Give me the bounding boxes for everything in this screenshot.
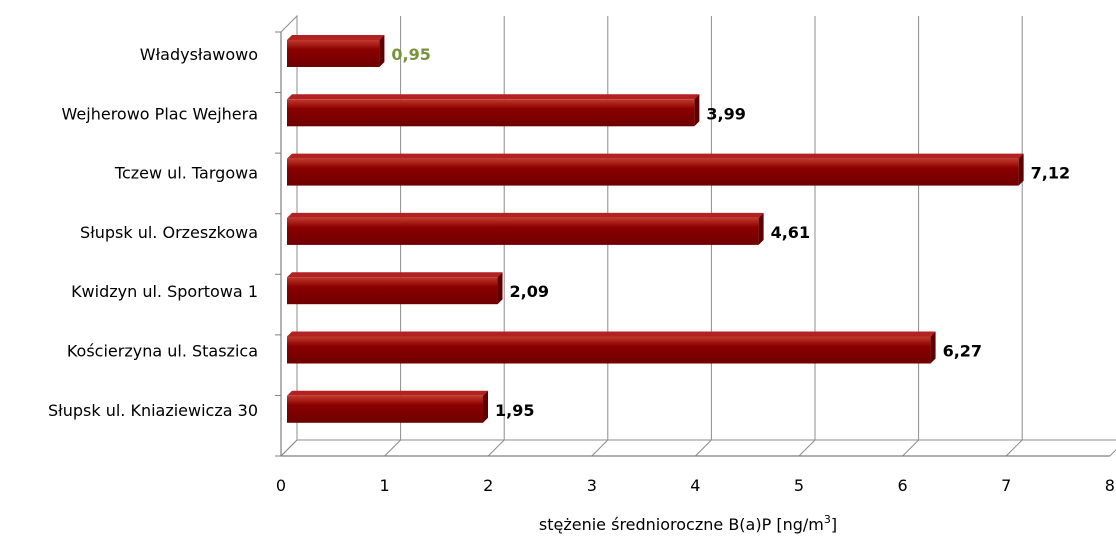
value-label-3: 4,61 bbox=[771, 223, 810, 242]
bar-5 bbox=[287, 331, 936, 364]
value-label-0: 0,95 bbox=[391, 45, 430, 64]
x-tick-label-0: 0 bbox=[276, 476, 286, 495]
bar-3 bbox=[287, 212, 764, 245]
x-axis-title: stężenie średnioroczne B(a)P [ng/m3] bbox=[539, 513, 837, 534]
category-label-6: Słupsk ul. Kniaziewicza 30 bbox=[48, 401, 258, 420]
x-tick-label-6: 6 bbox=[898, 476, 908, 495]
bars bbox=[287, 35, 1024, 423]
value-label-1: 3,99 bbox=[706, 104, 745, 123]
value-label-4: 2,09 bbox=[510, 282, 549, 301]
floor-line-5 bbox=[798, 439, 816, 457]
floor-line-3 bbox=[591, 439, 609, 457]
value-label-6: 1,95 bbox=[495, 401, 534, 420]
category-label-1: Wejherowo Plac Wejhera bbox=[62, 104, 258, 123]
x-axis-title-end: ] bbox=[831, 515, 837, 534]
x-tick-label-4: 4 bbox=[690, 476, 700, 495]
x-tick-label-1: 1 bbox=[380, 476, 390, 495]
floor-line-1 bbox=[384, 439, 401, 457]
x-tick-label-2: 2 bbox=[483, 476, 493, 495]
bar-0 bbox=[287, 35, 385, 67]
floor-line-8 bbox=[1109, 449, 1116, 457]
floor-line-7 bbox=[1005, 439, 1023, 457]
category-label-2: Tczew ul. Targowa bbox=[114, 164, 258, 183]
x-tick-label-5: 5 bbox=[794, 476, 804, 495]
bar-1 bbox=[287, 94, 700, 127]
category-labels: Władysławowo Wejherowo Plac Wejhera Tczew … bbox=[48, 45, 258, 420]
bar-6 bbox=[287, 390, 489, 423]
category-label-4: Kwidzyn ul. Sportowa 1 bbox=[71, 282, 258, 301]
category-label-3: Słupsk ul. Orzeszkowa bbox=[80, 223, 258, 242]
bar-4 bbox=[287, 272, 503, 305]
x-tick-label-7: 7 bbox=[1001, 476, 1011, 495]
floor-line-2 bbox=[487, 439, 505, 457]
floor-line-6 bbox=[902, 439, 919, 457]
category-label-5: Kościerzyna ul. Staszica bbox=[67, 342, 258, 361]
category-label-0: Władysławowo bbox=[140, 45, 258, 64]
x-tick-label-8: 8 bbox=[1105, 476, 1115, 495]
axes bbox=[275, 14, 1116, 457]
floor-line-4 bbox=[695, 439, 712, 457]
x-axis-title-main: stężenie średnioroczne B(a)P [ng/m bbox=[539, 515, 824, 534]
x-tick-label-3: 3 bbox=[587, 476, 597, 495]
value-label-2: 7,12 bbox=[1031, 164, 1070, 183]
bar-2 bbox=[287, 153, 1024, 186]
value-label-5: 6,27 bbox=[943, 342, 982, 361]
x-axis-title-sup: 3 bbox=[824, 513, 831, 526]
x-tick-labels: 0 1 2 3 4 5 6 7 8 bbox=[276, 476, 1115, 495]
value-labels: 0,95 3,99 7,12 4,61 2,09 6,27 1,95 bbox=[391, 45, 1070, 420]
